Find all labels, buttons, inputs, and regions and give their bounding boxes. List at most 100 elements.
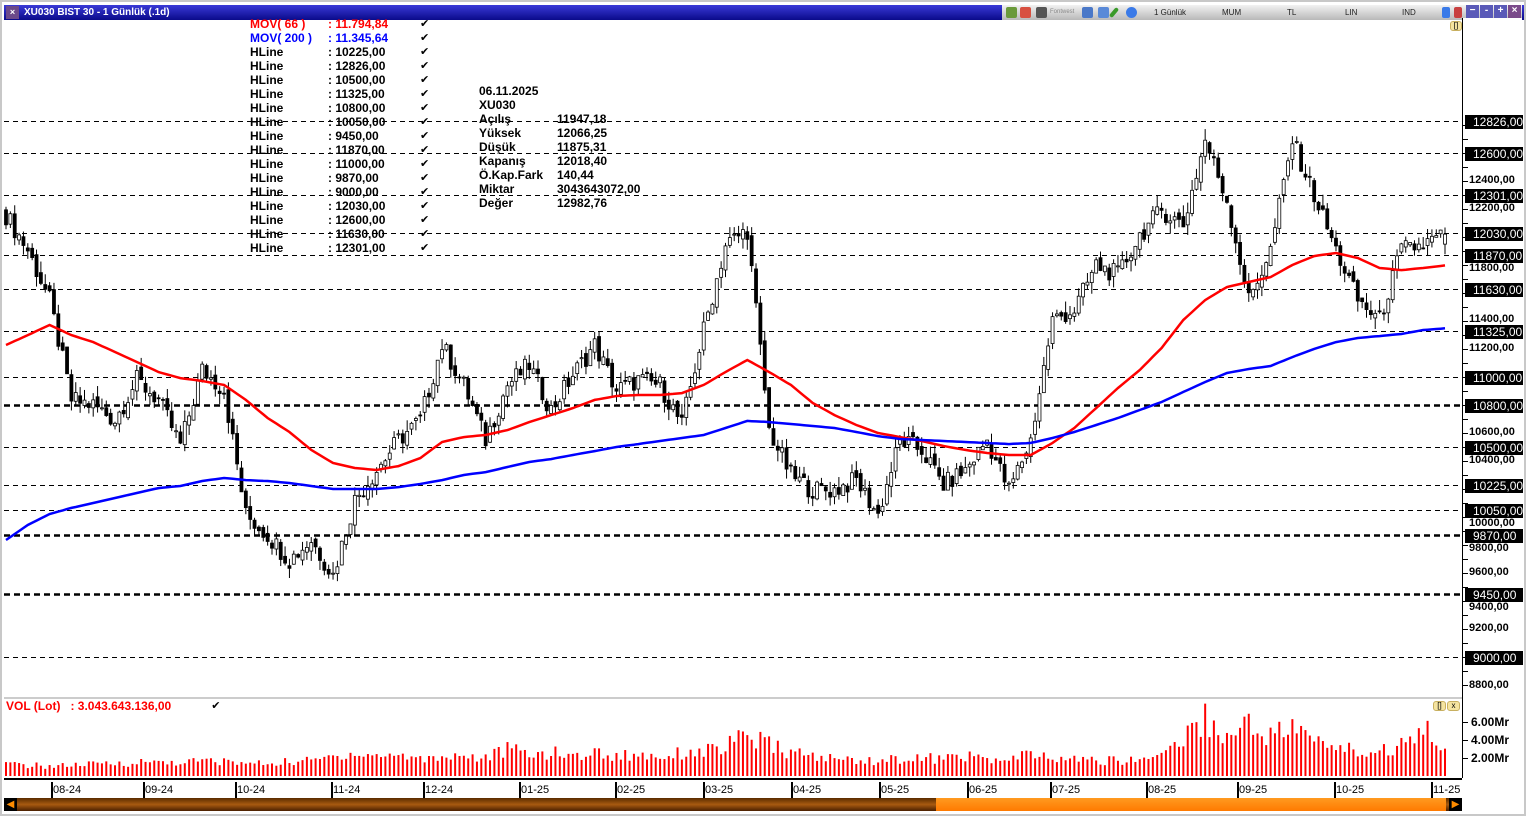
volume-bar <box>1108 756 1111 776</box>
arrow-icon[interactable] <box>1442 7 1450 18</box>
candle <box>17 232 21 245</box>
volume-bar <box>358 755 361 776</box>
candle <box>911 425 915 441</box>
close-button[interactable]: × <box>1508 5 1521 18</box>
scroll-right-arrow-icon[interactable]: ▶ <box>1449 798 1462 811</box>
window-icon[interactable] <box>1036 7 1047 18</box>
volume-bar <box>1077 761 1080 776</box>
check-icon[interactable]: ✔ <box>420 186 430 198</box>
legend-name: HLine <box>250 171 284 185</box>
volume-bar <box>183 763 186 776</box>
candle <box>379 461 383 473</box>
hline-value-badge: 11870,00 <box>1465 249 1523 263</box>
volume-bar <box>693 756 696 776</box>
legend-name: HLine <box>250 101 284 115</box>
toolbar-currency[interactable]: TL <box>1287 8 1297 17</box>
chart-settings-icon[interactable] <box>1098 7 1109 18</box>
candle <box>1351 265 1356 283</box>
volume-bar <box>903 761 906 776</box>
restore-button[interactable]: - <box>1480 5 1493 18</box>
volume-bar <box>1208 737 1211 776</box>
moving-average-line <box>5 327 1446 542</box>
check-icon[interactable]: ✔ <box>420 228 430 240</box>
move-icon[interactable] <box>1126 7 1137 18</box>
check-icon[interactable]: ✔ <box>420 18 430 30</box>
check-icon[interactable]: ✔ <box>420 242 430 254</box>
candle <box>1181 205 1186 228</box>
candle <box>453 357 458 384</box>
scrollbar-thumb[interactable] <box>936 798 1446 811</box>
check-icon[interactable]: ✔ <box>211 700 221 712</box>
pane-maximize-button[interactable]: [] <box>1450 21 1462 31</box>
minimize-button[interactable]: − <box>1466 5 1479 18</box>
candle <box>1312 177 1317 212</box>
chart-toolbar: Fontwest 1 Günlük MUM TL LIN IND − - + × <box>1002 5 1522 20</box>
check-icon[interactable]: ✔ <box>420 74 430 86</box>
indicator-icon[interactable] <box>1006 7 1017 18</box>
volume-bar <box>240 762 243 776</box>
price-axis[interactable]: 12826,00 12600,00 12301,00 12030,00 11870,00… <box>1462 18 1523 778</box>
date-tick-label: 04-25 <box>791 782 821 799</box>
candle <box>1225 195 1229 204</box>
check-icon[interactable]: ✔ <box>420 158 430 170</box>
check-icon[interactable]: ✔ <box>420 144 430 156</box>
tools-icon[interactable] <box>1454 7 1462 18</box>
horizontal-scrollbar[interactable]: ◀ ▶ <box>4 798 1462 811</box>
volume-bar <box>214 762 217 776</box>
candle <box>265 525 270 546</box>
volume-bar <box>1356 756 1359 776</box>
toolbar-item-fontwest[interactable]: Fontwest <box>1050 9 1075 15</box>
volume-bar <box>35 762 38 776</box>
template-icon[interactable] <box>1020 7 1031 18</box>
check-icon[interactable]: ✔ <box>420 88 430 100</box>
check-icon[interactable]: ✔ <box>420 32 430 44</box>
info-row: Miktar 3043643072,00 <box>479 182 679 196</box>
candle <box>1246 273 1251 302</box>
volume-bars <box>5 703 1446 776</box>
candle <box>143 376 148 401</box>
check-icon[interactable]: ✔ <box>420 172 430 184</box>
candle <box>1041 356 1046 394</box>
legend-value: : 9450,00 <box>328 129 379 143</box>
candle <box>610 358 615 398</box>
axis-tick <box>1463 572 1468 574</box>
toolbar-ind[interactable]: IND <box>1402 8 1416 17</box>
toolbar-scale[interactable]: LIN <box>1345 8 1358 17</box>
toolbar-period[interactable]: 1 Günlük <box>1154 8 1187 17</box>
volume-bar <box>685 756 688 776</box>
candle <box>932 445 937 469</box>
volume-bar <box>680 759 683 776</box>
volume-bar <box>1116 760 1119 776</box>
volume-bar <box>70 766 73 776</box>
volume-bar <box>611 760 614 776</box>
volume-bar <box>528 757 531 776</box>
check-icon[interactable]: ✔ <box>420 214 430 226</box>
volume-pane-close-button[interactable]: x <box>1447 701 1460 711</box>
legend-row: HLine: 12301,00 ✔ <box>250 241 430 255</box>
candle <box>1382 308 1386 321</box>
date-tick-label: 08-24 <box>51 782 81 799</box>
volume-bar <box>1082 756 1085 776</box>
volume-bar <box>393 755 396 776</box>
close-icon[interactable]: × <box>6 6 19 19</box>
volume-bar <box>1361 754 1364 776</box>
volume-pane-maximize-button[interactable]: [] <box>1433 701 1446 711</box>
check-icon[interactable]: ✔ <box>420 200 430 212</box>
scroll-left-arrow-icon[interactable]: ◀ <box>4 798 17 811</box>
check-icon[interactable]: ✔ <box>420 46 430 58</box>
price-tick-label: 12200,00 <box>1469 203 1515 214</box>
candle <box>736 225 741 244</box>
check-icon[interactable]: ✔ <box>420 116 430 128</box>
volume-bar <box>1143 757 1146 776</box>
volume-bar <box>1273 733 1276 776</box>
axis-tick <box>1463 614 1468 616</box>
toolbar-chart-type[interactable]: MUM <box>1222 8 1242 17</box>
maximize-button[interactable]: + <box>1494 5 1507 18</box>
candle <box>1220 173 1225 202</box>
check-icon[interactable]: ✔ <box>420 60 430 72</box>
check-icon[interactable]: ✔ <box>420 102 430 114</box>
check-icon[interactable]: ✔ <box>420 130 430 142</box>
grid-icon[interactable] <box>1082 7 1093 18</box>
candle <box>326 564 331 579</box>
